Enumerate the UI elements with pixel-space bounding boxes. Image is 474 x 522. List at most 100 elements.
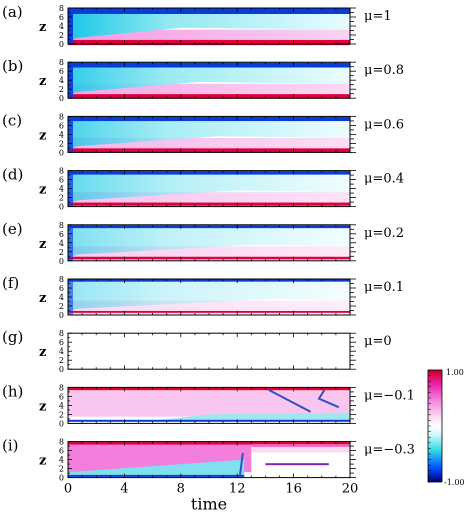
ylabel: z <box>39 399 46 414</box>
lower-boundary-layer <box>68 419 350 422</box>
ylabel: z <box>39 345 46 360</box>
x-tick-label: 16 <box>285 482 302 497</box>
y-tick-label: 0 <box>59 419 64 428</box>
y-tick-label: 2 <box>59 248 64 257</box>
y-tick-label: 6 <box>59 176 64 185</box>
y-tick-label: 4 <box>59 239 64 248</box>
x-tick-label: 12 <box>229 482 246 497</box>
y-tick-label: 8 <box>59 167 64 176</box>
y-tick-label: 0 <box>59 148 64 157</box>
panel-tag: (a) <box>2 3 23 21</box>
y-tick-label: 6 <box>59 67 64 76</box>
mu-label: μ=0.8 <box>364 63 404 78</box>
y-tick-label: 6 <box>59 338 64 347</box>
y-tick-label: 4 <box>59 130 64 139</box>
interior-layer <box>265 463 329 466</box>
y-tick-label: 2 <box>59 31 64 40</box>
panel-tag: (h) <box>2 382 23 400</box>
ylabel: z <box>39 237 46 252</box>
y-tick-label: 6 <box>59 392 64 401</box>
x-tick-label: 4 <box>120 482 128 497</box>
y-tick-label: 2 <box>59 194 64 203</box>
upper-boundary-layer <box>68 8 350 14</box>
field-magenta-light <box>251 444 350 453</box>
colorbar-max-label: 1.00 <box>446 368 464 377</box>
y-tick-label: 4 <box>59 401 64 410</box>
front-line <box>239 452 244 476</box>
y-tick-label: 6 <box>59 447 64 456</box>
panel-tag: (c) <box>2 111 22 129</box>
upper-boundary-layer <box>68 62 350 68</box>
lower-boundary-layer <box>68 256 350 260</box>
field-cyan <box>68 8 350 41</box>
y-tick-label: 4 <box>59 293 64 302</box>
interior-layer <box>251 445 350 447</box>
y-tick-label: 0 <box>59 94 64 103</box>
field-cyan <box>68 224 350 258</box>
mu-label: μ=−0.1 <box>364 388 415 403</box>
y-tick-label: 2 <box>59 465 64 474</box>
mu-label: μ=0 <box>364 334 392 349</box>
y-tick-label: 2 <box>59 302 64 311</box>
ylabel: z <box>39 291 46 306</box>
y-tick-label: 2 <box>59 139 64 148</box>
y-tick-label: 2 <box>59 410 64 419</box>
mu-label: μ=0.1 <box>364 280 404 295</box>
y-tick-label: 0 <box>59 203 64 212</box>
upper-boundary-layer <box>68 171 350 175</box>
mu-label: μ=1 <box>364 9 392 24</box>
field-magenta <box>68 391 350 417</box>
ylabel: z <box>39 183 46 198</box>
y-tick-label: 8 <box>59 329 64 338</box>
lower-boundary-layer <box>68 202 350 206</box>
field-cyan <box>68 116 350 149</box>
y-tick-label: 2 <box>59 85 64 94</box>
y-tick-label: 4 <box>59 22 64 31</box>
panel-tag: (i) <box>2 437 19 455</box>
colorbar-min-label: -1.00 <box>444 478 465 487</box>
y-tick-label: 8 <box>59 4 64 13</box>
colorbar: 1.00 -1.00 <box>427 368 465 487</box>
y-tick-label: 4 <box>59 185 64 194</box>
y-tick-label: 8 <box>59 438 64 447</box>
field-cyan <box>68 62 350 95</box>
y-tick-label: 6 <box>59 284 64 293</box>
front-line <box>267 388 311 413</box>
ylabel: z <box>39 454 46 469</box>
panel-frame <box>67 332 351 370</box>
y-tick-label: 0 <box>59 311 64 320</box>
lower-boundary-layer <box>68 474 245 477</box>
x-tick-label: 8 <box>177 482 185 497</box>
y-tick-label: 8 <box>59 112 64 121</box>
ylabel: z <box>39 20 46 35</box>
y-tick-label: 4 <box>59 76 64 85</box>
panel-tag: (e) <box>2 220 23 238</box>
y-tick-label: 6 <box>59 13 64 22</box>
y-tick-label: 8 <box>59 58 64 67</box>
field-cyan <box>68 459 245 477</box>
lower-boundary-layer <box>68 310 350 313</box>
y-tick-label: 8 <box>59 275 64 284</box>
field-cyan <box>68 170 350 203</box>
upper-boundary-layer <box>68 116 350 122</box>
y-tick-label: 0 <box>59 40 64 49</box>
y-tick-label: 2 <box>59 356 64 365</box>
xlabel: time <box>191 495 227 514</box>
field-cyan <box>68 279 350 312</box>
ylabel: z <box>39 128 46 143</box>
front-line <box>317 389 340 409</box>
x-tick-label: 20 <box>342 482 359 497</box>
y-tick-label: 0 <box>59 365 64 374</box>
y-tick-label: 0 <box>59 474 64 483</box>
mu-label: μ=0.2 <box>364 226 404 241</box>
y-tick-label: 4 <box>59 456 64 465</box>
panel-tag: (f) <box>2 274 19 292</box>
ylabel: z <box>39 74 46 89</box>
mu-label: μ=0.4 <box>364 172 404 187</box>
